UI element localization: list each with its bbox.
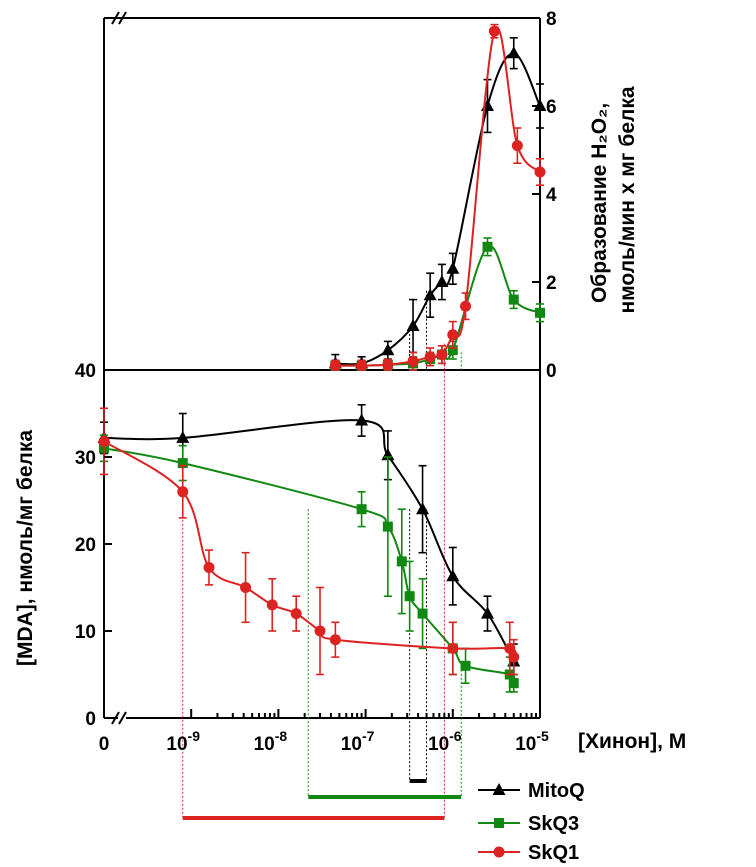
legend-item-mitoq: MitoQ <box>478 780 585 802</box>
data-point-skq1 <box>382 359 394 371</box>
data-point-mitoq <box>416 502 430 515</box>
data-point-skq1 <box>314 625 326 637</box>
x-tick-label: 10-9 <box>166 728 200 755</box>
data-point-skq1 <box>177 486 189 498</box>
top-y-tick-label: 2 <box>546 273 557 294</box>
x-tick-label-zero: 0 <box>99 734 110 755</box>
top-panel-plot <box>328 23 547 372</box>
data-point-mitoq <box>446 569 460 582</box>
data-point-skq1 <box>240 582 252 593</box>
bottom-panel-plot <box>97 403 521 693</box>
data-point-skq3 <box>535 307 545 318</box>
legend-marker-square <box>494 818 504 828</box>
top-y-title-line2: нмоль/мин х мг белка <box>616 86 639 313</box>
data-point-mitoq <box>481 606 495 619</box>
data-point-skq3 <box>177 458 188 469</box>
axis-ticks: 0 2 4 6 8 0 10 20 30 40 10-9 10-8 10-7 10-6 10-5 0 <box>75 9 557 755</box>
legend-label: SkQ1 <box>528 842 579 864</box>
data-point-mitoq <box>446 261 460 274</box>
data-point-mitoq <box>435 275 449 287</box>
data-point-skq1 <box>447 329 459 341</box>
series-mitoq <box>97 403 521 680</box>
top-panel-y-axis-title: Образование H₂O₂, нмоль/мин х мг белка <box>588 86 639 313</box>
series-skq1 <box>329 23 546 372</box>
data-point-skq3 <box>382 521 393 532</box>
data-point-skq3 <box>404 591 415 602</box>
bottom-y-tick-label: 40 <box>75 361 96 382</box>
series-line-mitoq <box>103 419 515 662</box>
series-line-skq1 <box>335 26 541 367</box>
data-point-skq1 <box>290 608 302 620</box>
data-point-skq3 <box>482 241 493 252</box>
data-point-skq3 <box>460 660 471 671</box>
data-point-mitoq <box>381 343 395 356</box>
data-point-mitoq <box>507 46 521 59</box>
axes-frame <box>103 11 541 725</box>
data-point-skq1 <box>329 634 341 646</box>
x-tick-label: 10-6 <box>428 728 462 755</box>
legend-item-skq1: SkQ1 <box>478 842 579 864</box>
data-point-skq1 <box>329 360 341 372</box>
top-y-tick-label: 6 <box>546 97 557 118</box>
data-point-skq1 <box>266 599 278 611</box>
data-point-skq3 <box>508 678 519 689</box>
x-axis-break-icon <box>111 711 127 725</box>
data-point-skq1 <box>534 166 546 178</box>
top-y-tick-label: 4 <box>546 185 557 206</box>
x-tick-label: 10-8 <box>254 728 288 755</box>
x-axis-title: [Хинон], М <box>578 730 686 753</box>
data-point-skq1 <box>504 642 516 654</box>
data-point-skq1 <box>436 349 448 361</box>
bottom-y-tick-label: 20 <box>75 535 96 556</box>
bottom-y-tick-label: 30 <box>75 448 96 469</box>
series-skq3 <box>330 237 545 371</box>
top-y-tick-label: 8 <box>546 9 557 30</box>
legend-label: SkQ3 <box>528 813 579 835</box>
data-point-mitoq <box>481 99 495 111</box>
data-point-skq1 <box>447 642 459 654</box>
top-y-title-line1: Образование H₂O₂, <box>588 103 611 303</box>
top-axis-break-icon <box>111 11 127 25</box>
series-line-skq3 <box>335 245 541 367</box>
data-point-skq1 <box>460 300 472 312</box>
data-point-skq1 <box>203 561 215 573</box>
legend: MitoQ SkQ3 SkQ1 <box>478 780 585 864</box>
bottom-y-tick-label: 10 <box>75 622 96 643</box>
data-point-skq1 <box>511 140 523 152</box>
x-tick-label: 10-7 <box>341 728 375 755</box>
top-y-tick-label: 0 <box>546 361 557 382</box>
series-line-skq1 <box>103 440 517 658</box>
data-point-skq1 <box>98 435 110 447</box>
data-point-skq1 <box>407 355 419 367</box>
data-point-skq3 <box>417 608 428 619</box>
data-point-skq1 <box>508 651 520 663</box>
data-point-mitoq <box>355 413 369 426</box>
effective-range-bars <box>182 779 462 820</box>
bottom-panel-y-axis-title: [MDA], нмоль/мг белка <box>14 430 37 666</box>
data-point-skq3 <box>447 345 458 356</box>
data-point-skq1 <box>356 360 368 372</box>
legend-marker-triangle <box>492 783 506 795</box>
legend-label: MitoQ <box>528 780 585 802</box>
bottom-y-tick-label: 0 <box>85 709 96 730</box>
x-tick-label: 10-5 <box>515 728 549 755</box>
data-point-mitoq <box>423 288 437 301</box>
legend-item-skq3: SkQ3 <box>478 813 579 835</box>
series-mitoq <box>328 36 547 371</box>
data-point-mitoq <box>406 319 420 331</box>
data-point-skq3 <box>396 556 407 567</box>
data-point-mitoq <box>176 430 190 443</box>
series-line-skq3 <box>103 447 516 684</box>
data-point-skq1 <box>488 25 500 37</box>
series-skq1 <box>98 407 520 676</box>
legend-marker-circle <box>493 846 505 858</box>
data-point-skq3 <box>508 294 519 305</box>
data-point-skq1 <box>424 351 436 363</box>
data-point-skq3 <box>356 504 367 515</box>
